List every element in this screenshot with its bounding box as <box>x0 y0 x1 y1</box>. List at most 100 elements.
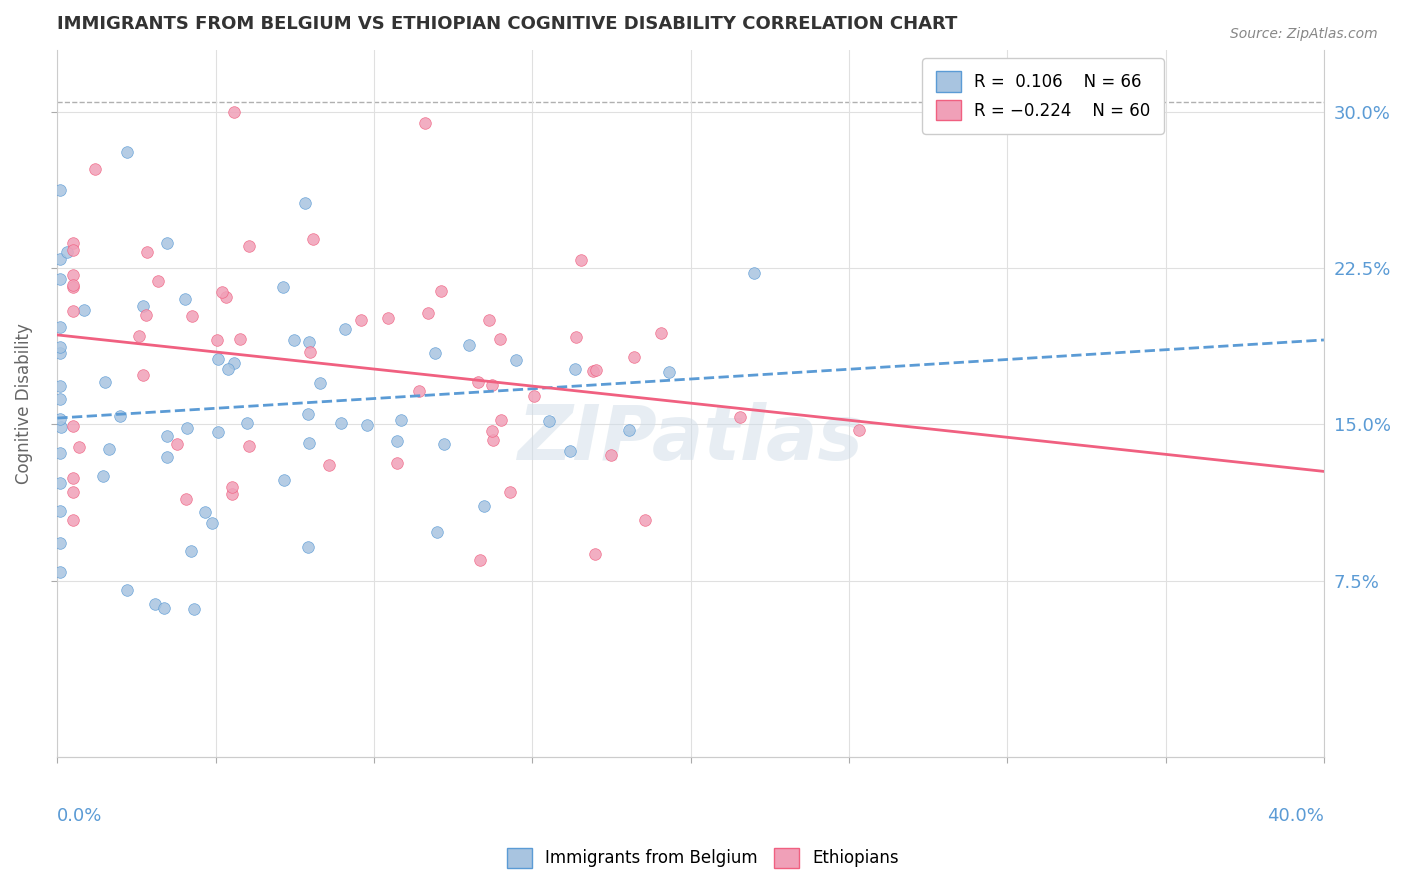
Point <box>93 375 115 389</box>
Point <box>650 326 672 340</box>
Text: 40.0%: 40.0% <box>1267 807 1324 825</box>
Point <box>222 105 245 120</box>
Point <box>166 437 188 451</box>
Point <box>156 429 179 443</box>
Point <box>62 280 84 294</box>
Point <box>385 434 408 448</box>
Point <box>49 536 72 550</box>
Point <box>181 309 204 323</box>
Point <box>426 525 449 540</box>
Legend: R =  0.106    N = 66, R = −0.224    N = 60: R = 0.106 N = 66, R = −0.224 N = 60 <box>922 58 1164 134</box>
Point <box>49 504 72 518</box>
Point <box>62 278 84 293</box>
Point <box>558 444 581 458</box>
Point <box>229 332 252 346</box>
Point <box>468 553 491 567</box>
Point <box>62 236 84 251</box>
Point <box>408 384 430 398</box>
Point <box>49 346 72 360</box>
Point <box>481 433 503 447</box>
Point <box>523 389 546 403</box>
Point <box>49 340 72 354</box>
Point <box>49 252 72 266</box>
Y-axis label: Cognitive Disability: Cognitive Disability <box>15 323 32 484</box>
Point <box>297 407 319 421</box>
Point <box>565 330 588 344</box>
Point <box>329 416 352 430</box>
Point <box>217 362 239 376</box>
Point <box>180 544 202 558</box>
Point <box>49 182 72 196</box>
Point <box>128 329 150 343</box>
Point <box>62 471 84 485</box>
Point <box>108 409 131 423</box>
Point <box>308 376 330 390</box>
Text: ZIPatlas: ZIPatlas <box>517 402 863 476</box>
Point <box>132 299 155 313</box>
Text: 0.0%: 0.0% <box>58 807 103 825</box>
Point <box>599 448 621 462</box>
Point <box>634 513 657 527</box>
Point <box>132 368 155 382</box>
Point <box>389 413 412 427</box>
Point <box>418 306 440 320</box>
Point <box>156 450 179 464</box>
Point <box>294 196 316 211</box>
Point <box>848 423 870 437</box>
Point <box>115 583 138 598</box>
Point <box>333 322 356 336</box>
Point <box>62 419 84 434</box>
Point <box>585 363 607 377</box>
Point <box>467 375 489 389</box>
Point <box>49 392 72 407</box>
Point <box>298 436 321 450</box>
Point <box>273 473 295 487</box>
Point <box>153 601 176 615</box>
Point <box>742 266 765 280</box>
Text: IMMIGRANTS FROM BELGIUM VS ETHIOPIAN COGNITIVE DISABILITY CORRELATION CHART: IMMIGRANTS FROM BELGIUM VS ETHIOPIAN COG… <box>58 15 957 33</box>
Point <box>298 344 321 359</box>
Point <box>205 334 228 348</box>
Point <box>377 311 399 326</box>
Point <box>174 293 197 307</box>
Point <box>472 500 495 514</box>
Point <box>207 425 229 440</box>
Legend: Immigrants from Belgium, Ethiopians: Immigrants from Belgium, Ethiopians <box>501 841 905 875</box>
Point <box>489 413 512 427</box>
Point <box>356 417 378 432</box>
Point <box>148 274 170 288</box>
Point <box>415 115 437 129</box>
Point <box>457 337 479 351</box>
Point <box>73 302 96 317</box>
Point <box>619 424 641 438</box>
Point <box>564 362 586 376</box>
Point <box>135 245 157 260</box>
Point <box>221 487 243 501</box>
Point <box>478 313 501 327</box>
Point <box>222 356 245 370</box>
Point <box>481 425 503 439</box>
Point <box>238 239 260 253</box>
Point <box>385 456 408 470</box>
Point <box>298 334 321 349</box>
Point <box>271 280 294 294</box>
Point <box>481 378 503 392</box>
Point <box>174 491 197 506</box>
Point <box>433 437 456 451</box>
Point <box>505 352 527 367</box>
Point <box>201 516 224 530</box>
Point <box>488 332 510 346</box>
Point <box>728 409 751 424</box>
Point <box>582 363 605 377</box>
Point <box>423 346 446 360</box>
Point <box>499 485 522 500</box>
Point <box>117 145 139 160</box>
Point <box>194 505 217 519</box>
Point <box>49 379 72 393</box>
Point <box>49 446 72 460</box>
Point <box>238 439 260 453</box>
Point <box>215 290 238 304</box>
Point <box>236 417 259 431</box>
Point <box>62 268 84 283</box>
Point <box>221 480 243 494</box>
